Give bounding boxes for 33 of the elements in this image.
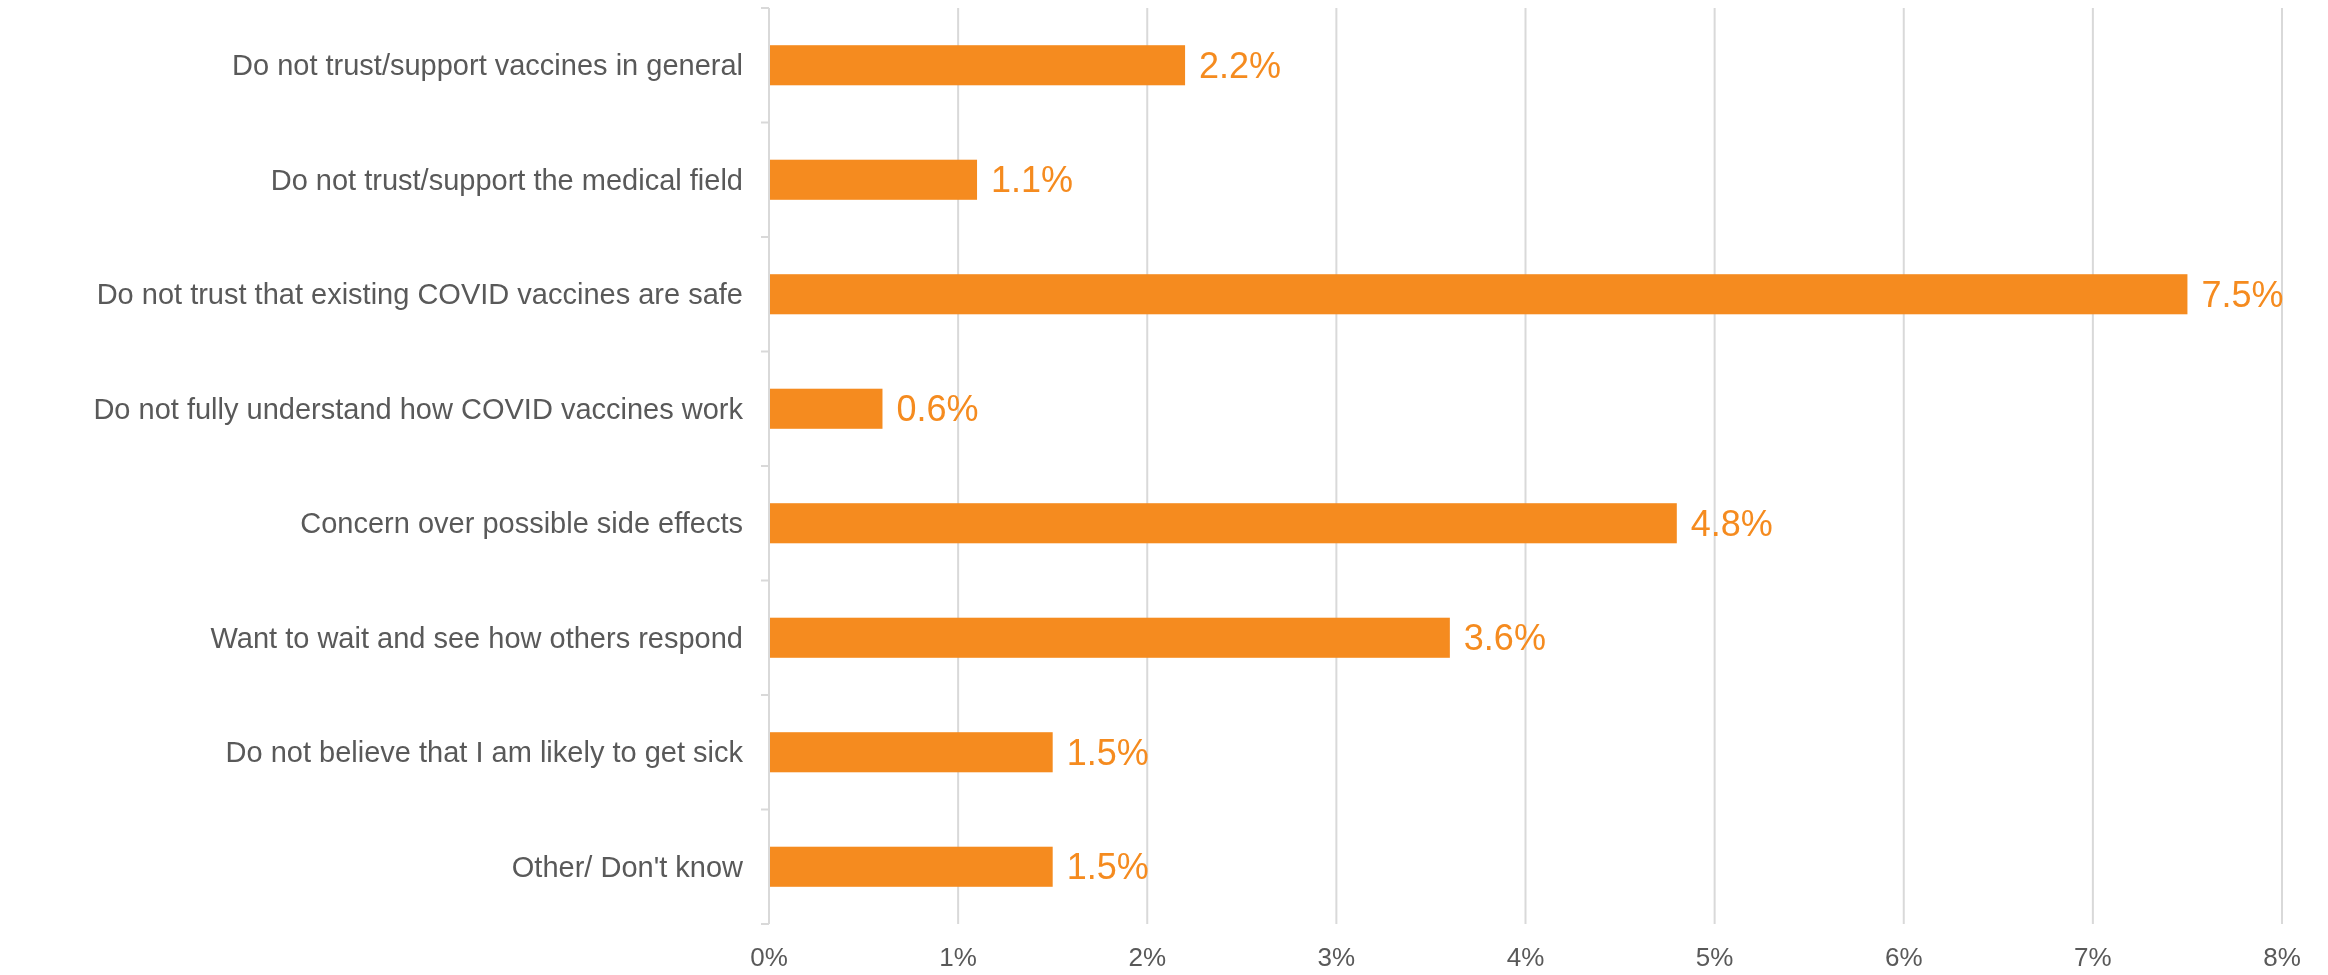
y-tick-label: Other/ Don't know — [511, 850, 745, 883]
data-label: 1.5% — [1066, 731, 1149, 773]
x-tick-label: 4% — [1506, 942, 1545, 972]
x-tick-label: 8% — [2263, 942, 2301, 972]
y-tick-label: Do not believe that I am likely to get sick — [225, 736, 744, 769]
data-label: 1.5% — [1066, 846, 1149, 888]
y-tick-label: Concern over possible side effects — [300, 507, 743, 540]
data-label: 3.6% — [1463, 617, 1546, 659]
data-label: 2.2% — [1199, 44, 1282, 86]
data-label: 4.8% — [1690, 502, 1773, 544]
bar — [769, 388, 883, 429]
data-label: 7.5% — [2201, 273, 2284, 315]
y-tick-label: Do not trust/support the medical field — [270, 163, 743, 196]
y-tick-label: Do not trust/support vaccines in general — [232, 49, 743, 82]
x-tick-label: 7% — [2074, 942, 2112, 972]
bar — [769, 45, 1186, 86]
bar — [769, 274, 2188, 315]
bar — [769, 617, 1450, 658]
x-tick-label: 2% — [1128, 942, 1167, 972]
x-tick-label: 1% — [939, 942, 977, 972]
data-label: 0.6% — [896, 388, 979, 430]
y-tick-label: Do not trust that existing COVID vaccines are safe — [96, 278, 743, 311]
bar — [769, 732, 1053, 773]
bar — [769, 159, 978, 200]
x-tick-label: 0% — [750, 942, 788, 972]
x-tick-label: 6% — [1884, 942, 1923, 972]
data-label: 1.1% — [991, 159, 1074, 201]
bar — [769, 846, 1053, 887]
x-tick-label: 5% — [1695, 942, 1734, 972]
x-tick-label: 3% — [1317, 942, 1356, 972]
y-tick-label: Do not fully understand how COVID vaccines work — [93, 392, 744, 425]
bar — [769, 503, 1677, 544]
y-tick-label: Want to wait and see how others respond — [210, 621, 743, 654]
